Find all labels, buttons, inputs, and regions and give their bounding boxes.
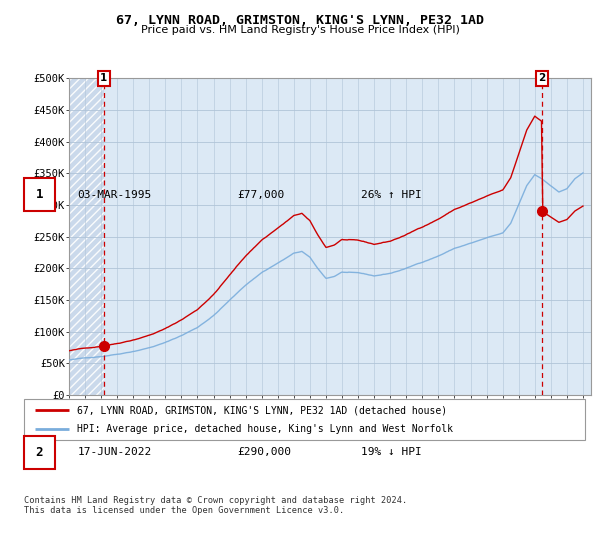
Text: 2: 2 xyxy=(35,446,43,459)
Text: 26% ↑ HPI: 26% ↑ HPI xyxy=(361,190,421,199)
Text: 1: 1 xyxy=(100,73,107,83)
Text: 67, LYNN ROAD, GRIMSTON, KING'S LYNN, PE32 1AD (detached house): 67, LYNN ROAD, GRIMSTON, KING'S LYNN, PE… xyxy=(77,405,448,415)
Text: HPI: Average price, detached house, King's Lynn and West Norfolk: HPI: Average price, detached house, King… xyxy=(77,424,453,433)
Text: 2: 2 xyxy=(539,73,546,83)
Text: £290,000: £290,000 xyxy=(237,447,291,457)
Text: Contains HM Land Registry data © Crown copyright and database right 2024.
This d: Contains HM Land Registry data © Crown c… xyxy=(24,496,407,515)
Text: 1: 1 xyxy=(35,188,43,201)
Text: 17-JUN-2022: 17-JUN-2022 xyxy=(77,447,152,457)
Text: 03-MAR-1995: 03-MAR-1995 xyxy=(77,190,152,199)
Text: 19% ↓ HPI: 19% ↓ HPI xyxy=(361,447,421,457)
Text: £77,000: £77,000 xyxy=(237,190,284,199)
Bar xyxy=(69,78,104,395)
Bar xyxy=(24,178,55,211)
Bar xyxy=(24,436,55,469)
Text: 67, LYNN ROAD, GRIMSTON, KING'S LYNN, PE32 1AD: 67, LYNN ROAD, GRIMSTON, KING'S LYNN, PE… xyxy=(116,14,484,27)
Text: Price paid vs. HM Land Registry's House Price Index (HPI): Price paid vs. HM Land Registry's House … xyxy=(140,25,460,35)
